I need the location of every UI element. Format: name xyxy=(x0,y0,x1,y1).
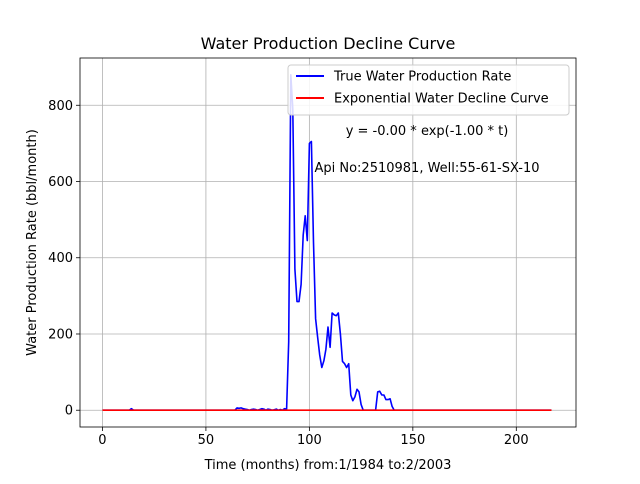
chart-title: Water Production Decline Curve xyxy=(201,34,456,53)
tick-layer: 0 50 100 150 200 0 200 400 600 800 xyxy=(48,99,529,448)
x-axis-label: Time (months) from:1/1984 to:2/2003 xyxy=(204,458,452,473)
legend-label-true-rate: True Water Production Rate xyxy=(333,70,511,85)
equation-annotation: y = -0.00 * exp(-1.00 * t) xyxy=(346,124,509,139)
x-tick-label: 50 xyxy=(198,433,215,448)
x-tick-label: 0 xyxy=(98,433,106,448)
y-tick-label: 200 xyxy=(48,327,73,342)
legend: True Water Production Rate Exponential W… xyxy=(287,64,570,116)
legend-label-decline-curve: Exponential Water Decline Curve xyxy=(334,92,549,107)
y-axis-label: Water Production Rate (bbl/month) xyxy=(25,129,40,356)
y-tick-label: 600 xyxy=(48,175,73,190)
well-annotation: Api No:2510981, Well:55-61-SX-10 xyxy=(314,161,539,176)
legend-box xyxy=(287,64,570,116)
x-tick-label: 200 xyxy=(504,433,529,448)
y-tick-label: 800 xyxy=(48,99,73,114)
y-tick-label: 0 xyxy=(65,404,73,419)
x-tick-label: 150 xyxy=(400,433,425,448)
x-tick-label: 100 xyxy=(297,433,322,448)
series-layer xyxy=(102,74,552,412)
y-tick-label: 400 xyxy=(48,251,73,266)
plot-frame xyxy=(79,57,577,428)
